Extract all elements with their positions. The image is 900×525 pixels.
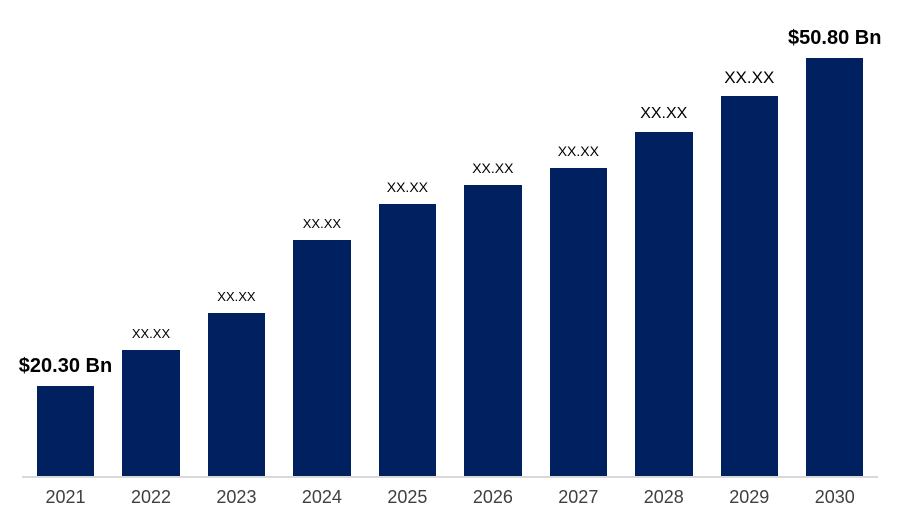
x-tick-label-2029: 2029 <box>729 487 770 507</box>
bar-2022 <box>122 350 180 476</box>
x-tick-label-2022: 2022 <box>130 487 171 507</box>
bar-value-label-2026: XX.XX <box>472 160 514 176</box>
bar-value-label-2030: $50.80 Bn <box>788 27 882 49</box>
bar-value-label-2022: XX.XX <box>131 326 171 341</box>
x-tick-label-2030: 2030 <box>814 487 855 507</box>
bar-2023 <box>207 313 266 476</box>
x-tick-label-2023: 2023 <box>216 487 257 507</box>
bar-2024 <box>293 240 351 476</box>
bar-2030 <box>805 58 864 476</box>
x-tick-label-2024: 2024 <box>301 487 342 507</box>
bar-2027 <box>549 168 608 476</box>
x-tick-label-2027: 2027 <box>558 487 599 507</box>
bar-value-label-2028: XX.XX <box>640 105 688 122</box>
x-axis-line <box>22 476 878 478</box>
bar-value-label-2027: XX.XX <box>557 143 599 159</box>
bar-2021 <box>36 386 95 476</box>
bar-2026 <box>464 185 522 476</box>
bar-value-label-2023: XX.XX <box>217 289 256 304</box>
bar-2029 <box>720 96 778 476</box>
x-tick-label-2028: 2028 <box>643 487 684 507</box>
x-tick-label-2025: 2025 <box>387 487 428 507</box>
bar-2028 <box>635 132 693 476</box>
bar-value-label-2024: XX.XX <box>302 216 342 231</box>
bar-value-label-2025: XX.XX <box>386 179 428 195</box>
bar-value-label-2021: $20.30 Bn <box>18 355 113 377</box>
x-tick-label-2026: 2026 <box>472 487 513 507</box>
bar-2025 <box>378 204 437 476</box>
bar-value-label-2029: XX.XX <box>724 68 775 87</box>
x-tick-label-2021: 2021 <box>45 487 86 507</box>
